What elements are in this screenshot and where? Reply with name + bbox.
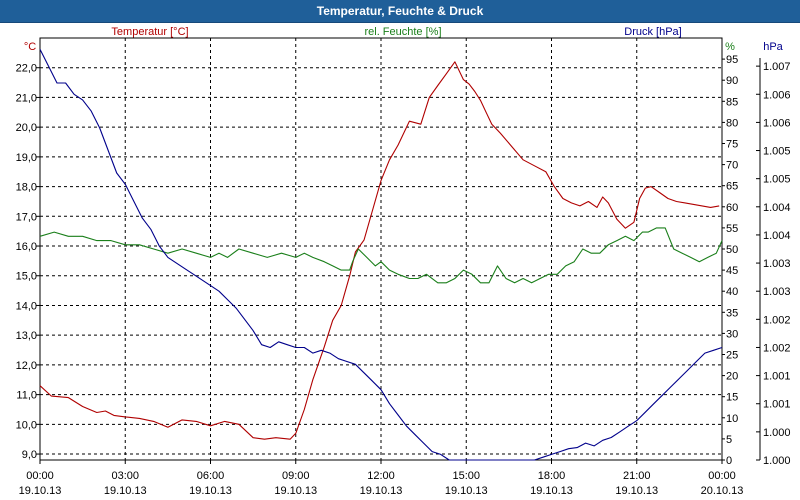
y-right2-tick-label: 1.002 bbox=[763, 314, 791, 326]
y-right1-tick-label: 65 bbox=[726, 181, 738, 193]
y-left-tick-label: 18,0 bbox=[16, 182, 37, 194]
y-right2-tick-label: 1.001 bbox=[763, 399, 791, 411]
x-tick-label-time: 12:00 bbox=[367, 470, 395, 482]
y-right1-tick-label: 30 bbox=[726, 328, 738, 340]
x-tick-label-time: 00:00 bbox=[708, 470, 736, 482]
y-right2-tick-label: 1.007 bbox=[763, 61, 791, 73]
y-right1-tick-label: 75 bbox=[726, 139, 738, 151]
y-right2-tick-label: 1.001 bbox=[763, 371, 791, 383]
y-left-tick-label: 17,0 bbox=[16, 211, 37, 223]
y-right2-tick-label: 1.006 bbox=[763, 117, 791, 129]
temperature-axis-title: Temperatur [°C] bbox=[111, 26, 188, 38]
y-left-tick-label: 20,0 bbox=[16, 122, 37, 134]
y-right1-tick-label: 0 bbox=[726, 455, 732, 467]
y-right2-unit: hPa bbox=[763, 41, 783, 53]
x-tick-label-date: 19.10.13 bbox=[615, 485, 658, 497]
x-tick-label-time: 15:00 bbox=[452, 470, 480, 482]
window-title: Temperatur, Feuchte & Druck bbox=[0, 0, 800, 23]
y-right2-tick-label: 1.005 bbox=[763, 174, 791, 186]
y-right2-tick-label: 1.006 bbox=[763, 89, 791, 101]
temperature-series-line bbox=[39, 61, 720, 440]
x-tick-label-time: 00:00 bbox=[26, 470, 54, 482]
y-right1-tick-label: 10 bbox=[726, 413, 738, 425]
x-tick-label-date: 19.10.13 bbox=[274, 485, 317, 497]
x-tick-label-time: 09:00 bbox=[282, 470, 310, 482]
y-left-tick-label: 21,0 bbox=[16, 92, 37, 104]
y-right1-tick-label: 25 bbox=[726, 350, 738, 362]
y-right1-tick-label: 20 bbox=[726, 371, 738, 383]
y-right1-tick-label: 85 bbox=[726, 96, 738, 108]
y-left-unit: °C bbox=[24, 41, 36, 53]
y-right1-tick-label: 95 bbox=[726, 54, 738, 66]
y-right2-tick-label: 1.005 bbox=[763, 146, 791, 158]
y-left-tick-label: 11,0 bbox=[16, 390, 37, 402]
y-left-tick-label: 15,0 bbox=[16, 271, 37, 283]
y-right1-tick-label: 40 bbox=[726, 286, 738, 298]
x-tick-label-date: 19.10.13 bbox=[445, 485, 488, 497]
x-tick-label-time: 03:00 bbox=[111, 470, 139, 482]
x-tick-label-date: 19.10.13 bbox=[104, 485, 147, 497]
pressure-series-line bbox=[39, 49, 723, 461]
y-left-tick-label: 9,0 bbox=[22, 449, 37, 461]
y-left-tick-label: 10,0 bbox=[16, 419, 37, 431]
humidity-series-line bbox=[39, 227, 723, 284]
y-right2-tick-label: 1.003 bbox=[763, 286, 791, 298]
humidity-axis-title: rel. Feuchte [%] bbox=[364, 26, 441, 38]
y-left-tick-label: 13,0 bbox=[16, 330, 37, 342]
y-right1-tick-label: 35 bbox=[726, 307, 738, 319]
y-right2-tick-label: 1.000 bbox=[763, 455, 791, 467]
x-tick-label-time: 18:00 bbox=[538, 470, 566, 482]
y-right1-tick-label: 60 bbox=[726, 202, 738, 214]
y-left-tick-label: 12,0 bbox=[16, 360, 37, 372]
y-left-tick-label: 19,0 bbox=[16, 152, 37, 164]
y-right1-tick-label: 5 bbox=[726, 434, 732, 446]
y-right1-tick-label: 55 bbox=[726, 223, 738, 235]
y-right1-tick-label: 70 bbox=[726, 160, 738, 172]
pressure-axis-title: Druck [hPa] bbox=[624, 26, 681, 38]
y-left-tick-label: 16,0 bbox=[16, 241, 37, 253]
y-right1-tick-label: 15 bbox=[726, 392, 738, 404]
x-tick-label-date: 19.10.13 bbox=[189, 485, 232, 497]
y-right2-tick-label: 1.000 bbox=[763, 427, 791, 439]
x-tick-label-date: 20.10.13 bbox=[701, 485, 744, 497]
y-right1-tick-label: 50 bbox=[726, 244, 738, 256]
y-left-tick-label: 22,0 bbox=[16, 63, 37, 75]
x-tick-label-time: 06:00 bbox=[197, 470, 225, 482]
y-right2-tick-label: 1.004 bbox=[763, 230, 791, 242]
y-right2-tick-label: 1.003 bbox=[763, 258, 791, 270]
x-tick-label-time: 21:00 bbox=[623, 470, 651, 482]
x-tick-label-date: 19.10.13 bbox=[19, 485, 62, 497]
y-right1-tick-label: 45 bbox=[726, 265, 738, 277]
x-tick-label-date: 19.10.13 bbox=[530, 485, 573, 497]
y-right2-tick-label: 1.004 bbox=[763, 202, 791, 214]
y-right1-tick-label: 90 bbox=[726, 75, 738, 87]
y-right1-tick-label: 80 bbox=[726, 117, 738, 129]
x-tick-label-date: 19.10.13 bbox=[360, 485, 403, 497]
y-right1-unit: % bbox=[725, 41, 735, 53]
y-left-tick-label: 14,0 bbox=[16, 300, 37, 312]
y-right2-tick-label: 1.002 bbox=[763, 342, 791, 354]
